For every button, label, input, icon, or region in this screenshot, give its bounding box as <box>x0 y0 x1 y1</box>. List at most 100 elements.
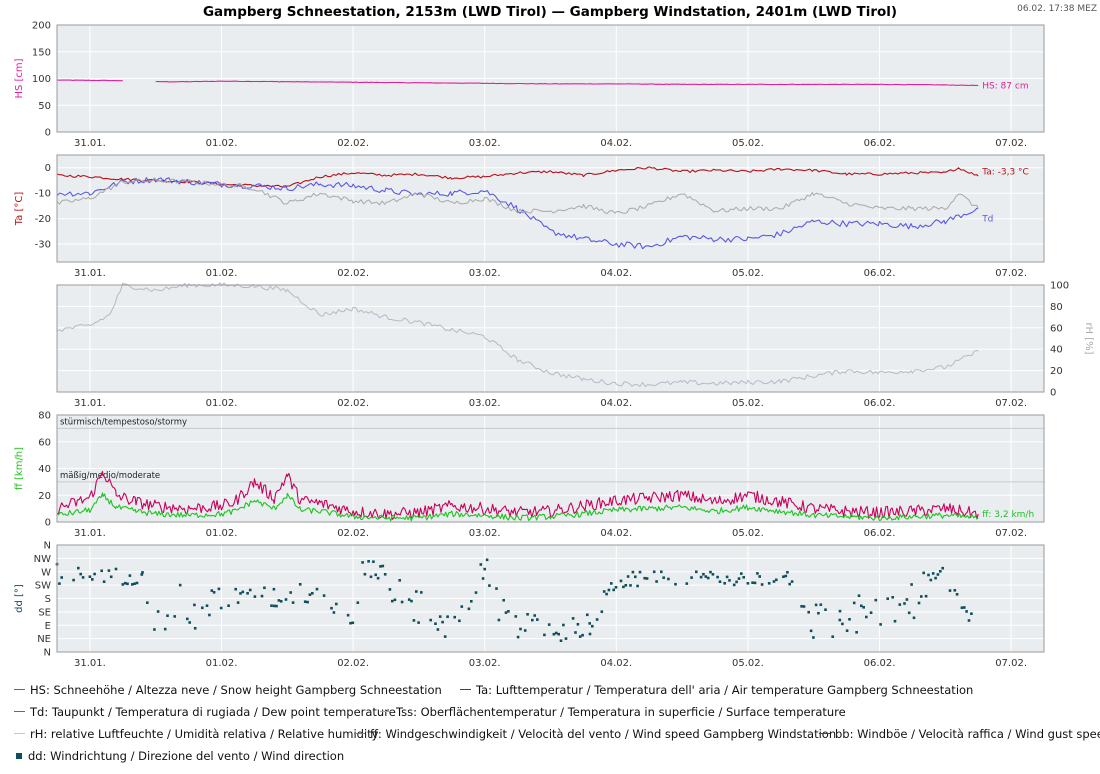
dd-point <box>379 565 382 568</box>
panel-direction: N NE E SE S SW W NW Ndd [°] 31.01. 01.02. 02.02. 03.… <box>14 541 1045 669</box>
dd-point <box>817 611 820 615</box>
dd-point <box>660 570 663 574</box>
ytick-label-snow-1: 50 <box>38 101 51 112</box>
dd-point <box>178 583 182 587</box>
dd-point <box>289 591 292 594</box>
dd-point <box>643 576 646 580</box>
dd-point <box>718 580 722 583</box>
dd-point <box>948 589 952 592</box>
dd-point <box>699 575 703 579</box>
dd-point <box>767 582 771 585</box>
dd-point <box>441 620 444 624</box>
dd-point <box>936 573 940 576</box>
dd-point <box>436 628 440 631</box>
dd-point <box>315 587 319 591</box>
chart-title: Gampberg Schneestation, 2153m (LWD Tirol… <box>203 4 897 20</box>
dd-point <box>303 600 307 603</box>
xtick-label-humidity-4: 04.02. <box>600 398 632 409</box>
dd-point <box>514 615 518 618</box>
dd-point <box>81 576 85 579</box>
legend-label-Td: Td: Taupunkt / Temperatura di rugiada / … <box>30 705 396 719</box>
dd-point <box>886 597 889 600</box>
dd-point <box>381 564 385 568</box>
xtick-label-direction-0: 31.01. <box>74 658 106 669</box>
dd-point <box>934 576 937 580</box>
dd-point <box>166 614 169 617</box>
dd-point <box>600 610 604 613</box>
threshold-label-1: mäßig/medio/moderate <box>60 471 160 481</box>
dd-point <box>467 607 471 611</box>
xtick-label-snow-6: 06.02. <box>864 138 896 149</box>
xtick-label-direction-6: 06.02. <box>864 658 896 669</box>
dd-point <box>775 578 778 582</box>
dd-point <box>502 598 505 602</box>
dd-point <box>208 613 211 617</box>
ytick-label-direction-8: N <box>44 541 51 552</box>
dd-point <box>210 589 214 592</box>
dd-point <box>248 588 252 592</box>
xtick-label-temperature-0: 31.01. <box>74 268 106 279</box>
dd-point <box>536 618 539 621</box>
dd-point <box>481 577 485 580</box>
dd-point <box>140 573 144 576</box>
dd-point <box>562 623 565 627</box>
ytick-label-direction-2: E <box>45 621 51 632</box>
dd-point <box>393 598 397 602</box>
dd-point <box>695 570 698 574</box>
dd-point <box>782 575 785 578</box>
ytick-label-snow-2: 100 <box>32 74 51 85</box>
dd-point <box>746 582 750 585</box>
frame-wind <box>56 414 1045 523</box>
dd-point <box>704 575 708 578</box>
dd-point <box>374 573 377 577</box>
dd-point <box>571 617 575 620</box>
dd-point <box>941 566 944 570</box>
legend-item-bb: bb: Windböe / Velocità raffica / Wind gu… <box>819 727 1100 741</box>
legend-swatch-HS <box>14 689 25 690</box>
dd-point <box>173 615 176 618</box>
dd-point <box>636 584 639 588</box>
dd-point <box>786 571 789 574</box>
dd-point <box>595 618 599 621</box>
dd-point <box>857 594 861 597</box>
dd-point <box>578 635 582 638</box>
dd-point <box>725 575 729 579</box>
dd-point <box>193 603 196 607</box>
dd-point <box>470 600 473 603</box>
dd-point <box>716 575 719 579</box>
dd-point <box>917 601 921 605</box>
ytick-label-direction-1: NE <box>37 634 51 645</box>
dd-point <box>236 601 240 604</box>
dd-point <box>809 629 813 633</box>
dd-point <box>306 600 309 604</box>
ylabel-direction: dd [°] <box>14 584 25 613</box>
dd-point <box>507 610 510 613</box>
frame-snow <box>56 24 1045 133</box>
ylabel-snow: HS [cm] <box>14 58 25 98</box>
ytick-label-direction-4: S <box>45 594 51 605</box>
ytick-label-wind-3: 60 <box>38 437 51 448</box>
xtick-label-wind-0: 31.01. <box>74 528 106 539</box>
dd-point <box>400 600 404 604</box>
dd-point <box>874 598 878 602</box>
dd-point <box>965 610 968 613</box>
panel-snow: 0 50 100 150 200 HS [cm] 31.01. 01.02. 02.02. 03.… <box>14 21 1045 149</box>
xtick-label-wind-3: 03.02. <box>469 528 501 539</box>
xtick-label-temperature-3: 03.02. <box>469 268 501 279</box>
dd-point <box>495 587 498 590</box>
dd-point <box>588 622 591 625</box>
dd-point <box>788 582 791 586</box>
dd-point <box>332 611 336 614</box>
xtick-label-direction-1: 01.02. <box>206 658 238 669</box>
dd-point <box>955 593 959 596</box>
dd-point <box>927 573 930 577</box>
dd-point <box>417 621 420 624</box>
dd-point <box>438 615 442 618</box>
dd-point <box>383 573 387 576</box>
dd-point <box>88 575 92 578</box>
dd-point <box>212 591 216 594</box>
dd-point <box>629 584 632 587</box>
dd-point <box>591 624 594 628</box>
dd-point <box>912 616 916 620</box>
